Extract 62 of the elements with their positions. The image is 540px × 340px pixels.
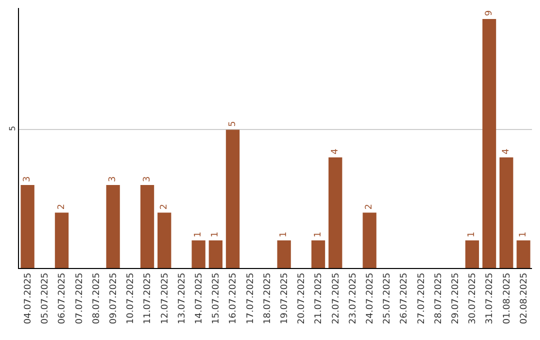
- x-tick-label: 29.07.2025: [450, 272, 461, 324]
- bar: [140, 185, 154, 268]
- data-label: 9: [484, 10, 494, 16]
- bar: [192, 240, 206, 268]
- data-label: 5: [228, 120, 238, 127]
- x-tick-label: 16.07.2025: [228, 272, 239, 324]
- x-tick-label: 13.07.2025: [177, 272, 188, 324]
- x-tick-label: 30.07.2025: [468, 272, 478, 324]
- data-label: 4: [501, 148, 512, 154]
- x-tick-label: 14.07.2025: [194, 272, 204, 324]
- bar: [158, 212, 172, 268]
- x-tick-label: 19.07.2025: [280, 272, 290, 324]
- x-tick-label: 21.07.2025: [314, 272, 324, 324]
- x-tick-label: 18.07.2025: [262, 272, 273, 324]
- x-tick-label: 17.07.2025: [246, 272, 256, 324]
- x-tick-label: 11.07.2025: [143, 272, 154, 324]
- x-tick-label: 07.07.2025: [74, 272, 85, 324]
- x-tick-label: 02.08.2025: [519, 272, 530, 324]
- bar: [54, 212, 69, 268]
- data-label: 3: [22, 176, 33, 182]
- data-label: 2: [364, 204, 375, 210]
- data-label: 1: [467, 232, 478, 238]
- x-tick-label: 26.07.2025: [400, 272, 410, 324]
- bar: [106, 185, 120, 268]
- data-label: 3: [108, 176, 118, 182]
- data-label: 3: [142, 176, 152, 182]
- bar: [311, 240, 326, 268]
- bar: [516, 240, 530, 268]
- x-tick-label: 08.07.2025: [92, 272, 102, 324]
- bar: [208, 240, 222, 268]
- data-label: 1: [279, 232, 290, 238]
- x-tick-label: 06.07.2025: [58, 272, 68, 324]
- bar: [500, 157, 514, 268]
- x-tick-label: 25.07.2025: [382, 272, 393, 324]
- x-tick-label: 22.07.2025: [331, 272, 342, 324]
- x-tick-label: 15.07.2025: [212, 272, 222, 324]
- data-label: 2: [159, 204, 170, 210]
- data-label: 2: [56, 204, 67, 210]
- x-tick-label: 24.07.2025: [365, 272, 376, 324]
- x-tick-label: 28.07.2025: [434, 272, 444, 324]
- bar: [20, 185, 34, 268]
- bar: [362, 212, 376, 268]
- data-label: 4: [330, 148, 340, 154]
- bar: [226, 130, 240, 268]
- bar: [482, 19, 496, 268]
- x-tick-label: 04.07.2025: [23, 272, 34, 324]
- data-label: 1: [313, 232, 324, 238]
- x-tick-label: 01.08.2025: [502, 272, 512, 324]
- data-label: 1: [210, 232, 221, 238]
- x-tick-label: 05.07.2025: [40, 272, 51, 324]
- x-tick-label: 27.07.2025: [416, 272, 427, 324]
- bar: [328, 157, 342, 268]
- x-tick-label: 31.07.2025: [485, 272, 496, 324]
- bar: [465, 240, 479, 268]
- x-tick-label: 12.07.2025: [160, 272, 170, 324]
- data-label: 1: [518, 232, 528, 238]
- x-tick-label: 10.07.2025: [126, 272, 136, 324]
- bar: [277, 240, 291, 268]
- x-tick-label: 09.07.2025: [108, 272, 119, 324]
- x-tick-label: 20.07.2025: [297, 272, 308, 324]
- x-tick-label: 23.07.2025: [348, 272, 358, 324]
- data-label: 1: [194, 232, 204, 238]
